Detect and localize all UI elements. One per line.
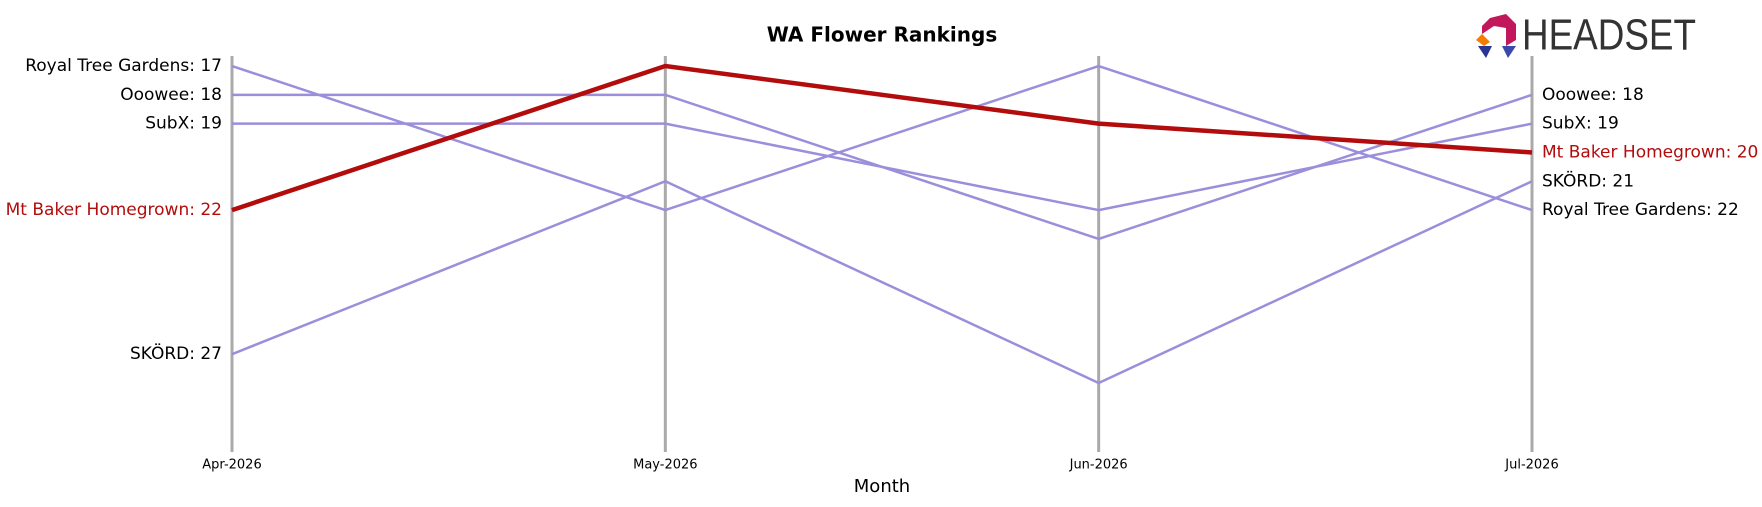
x-tick-label: Jun-2026 [1069,458,1128,473]
series-line [231,179,1533,385]
end-label: Mt Baker Homegrown: 20 [1542,142,1758,162]
logo-icon [1478,46,1492,58]
start-label: SKÖRD: 27 [130,342,222,364]
x-tick-label: Apr-2026 [202,458,261,473]
start-label: Ooowee: 18 [120,85,222,105]
series-line [231,63,1533,213]
series-line [232,122,1533,212]
logo-text: HEADSET [1522,11,1696,60]
logo: HEADSET [1476,11,1696,60]
end-label: SKÖRD: 21 [1542,169,1634,191]
x-tick-label: Jul-2026 [1504,458,1558,473]
start-label: Royal Tree Gardens: 17 [25,56,222,76]
logo-icon [1502,46,1516,58]
end-label: SubX: 19 [1542,114,1619,134]
start-label: Mt Baker Homegrown: 22 [6,200,222,220]
logo-icon [1476,34,1490,46]
logo-icon [1482,14,1516,46]
end-label: Ooowee: 18 [1542,85,1644,105]
x-axis-label: Month [854,476,910,497]
chart-title: WA Flower Rankings [767,23,997,47]
x-tick-label: May-2026 [633,458,697,473]
end-label: Royal Tree Gardens: 22 [1542,200,1739,220]
start-label: SubX: 19 [145,114,222,134]
